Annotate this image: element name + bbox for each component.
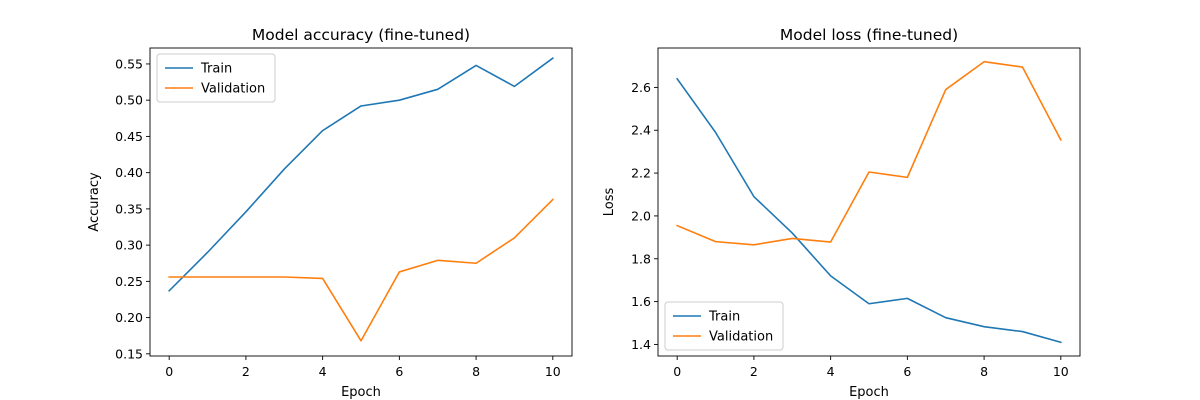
y-tick-label: 0.55 — [115, 56, 143, 71]
x-axis-label: Epoch — [341, 385, 381, 400]
legend-box — [664, 301, 784, 351]
x-tick-label: 2 — [242, 364, 250, 379]
axes-frame — [149, 47, 573, 357]
y-tick-label: 2.4 — [631, 123, 651, 138]
x-tick-label: 8 — [472, 364, 480, 379]
legend-label: Validation — [709, 330, 773, 345]
series-line-validation — [676, 60, 1062, 246]
x-tick-label: 4 — [827, 364, 835, 379]
y-tick-label: 2.6 — [631, 80, 651, 95]
y-tick-label: 0.50 — [115, 93, 143, 108]
legend: Train Validation — [156, 53, 276, 103]
chart-title: Model loss (fine-tuned) — [780, 26, 958, 44]
chart-title: Model accuracy (fine-tuned) — [252, 26, 470, 44]
x-tick-label: 6 — [395, 364, 403, 379]
legend: Train Validation — [664, 301, 784, 351]
y-tick-label: 1.8 — [631, 251, 651, 266]
y-tick-label: 0.35 — [115, 201, 143, 216]
loss-chart: 0 2 4 6 8 10 1.4 1.6 1.8 2.0 2.2 2.4 2.6 Model loss (… — [602, 26, 1081, 400]
y-tick-label: 0.45 — [115, 129, 143, 144]
x-tick-label: 10 — [1053, 364, 1069, 379]
y-tick-label: 1.6 — [631, 294, 651, 309]
x-tick-label: 4 — [319, 364, 327, 379]
series-line-train — [168, 57, 554, 292]
legend-label: Train — [200, 62, 232, 77]
y-tick-label: 0.25 — [115, 274, 143, 289]
accuracy-chart: 0 2 4 6 8 10 0.15 0.20 0.25 0.30 0.35 0.40 0.45 0.50 0… — [87, 26, 573, 400]
y-tick-label: 0.20 — [115, 310, 143, 325]
y-tick-label: 2.2 — [631, 166, 651, 181]
x-tick-label: 0 — [165, 364, 173, 379]
legend-label: Train — [708, 310, 740, 325]
y-tick-label: 1.4 — [631, 337, 651, 352]
x-tick-label: 6 — [903, 364, 911, 379]
legend-label: Validation — [201, 82, 265, 97]
x-tick-label: 0 — [673, 364, 681, 379]
y-tick-label: 0.15 — [115, 346, 143, 361]
series-line-train — [676, 77, 1062, 344]
x-tick-label: 2 — [750, 364, 758, 379]
y-tick-label: 2.0 — [631, 208, 651, 223]
y-tick-label: 0.40 — [115, 165, 143, 180]
legend-box — [156, 53, 276, 103]
y-axis-label: Loss — [602, 188, 617, 217]
x-axis-label: Epoch — [849, 385, 889, 400]
y-tick-label: 0.30 — [115, 238, 143, 253]
x-tick-label: 8 — [980, 364, 988, 379]
series-line-validation — [168, 198, 554, 342]
y-axis-label: Accuracy — [87, 172, 102, 232]
axes-frame — [657, 47, 1081, 357]
x-tick-label: 10 — [545, 364, 561, 379]
